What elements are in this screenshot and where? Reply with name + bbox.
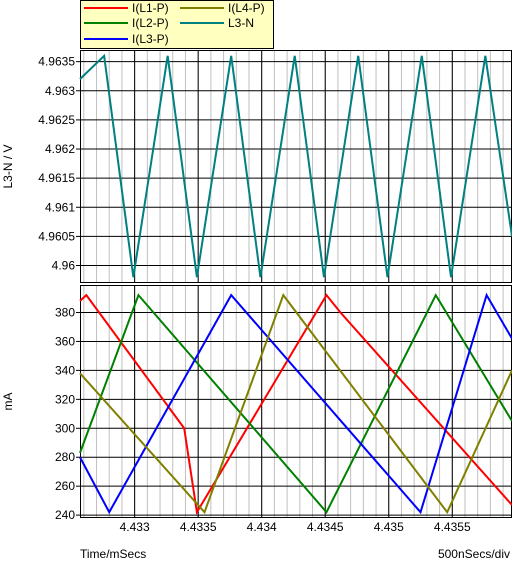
legend-label: I(L1-P) (132, 1, 169, 15)
legend-label: L3-N (228, 16, 254, 30)
y-tick-label: 240 (55, 508, 75, 522)
y-tick-label: 4.9635 (38, 55, 75, 69)
series-line-i-l1-p (79, 293, 512, 516)
voltage-plot: 4.96 4.9605 4.961 4.9615 4.962 4.9625 4.963 4.9… (1, 50, 512, 283)
y-tick-label: 4.963 (45, 84, 75, 98)
legend: I(L1-P) I(L4-P) I(L2-P) L3-N I(L3-P) (80, 0, 274, 49)
time-scale-label: 500nSecs/div (437, 547, 510, 561)
x-tick-label: 4.434 (247, 520, 277, 534)
series-line-l3-n (79, 53, 512, 278)
x-tick-label: 4.433 (120, 520, 150, 534)
y-tick-label: 300 (55, 421, 75, 435)
legend-label: I(L2-P) (132, 16, 169, 30)
y-tick-label: 4.962 (45, 142, 75, 156)
x-tick-label: 4.4335 (180, 520, 217, 534)
plot-frame (80, 285, 512, 518)
legend-label: I(L4-P) (228, 1, 265, 15)
y-tick-label: 4.9605 (38, 229, 75, 243)
x-tick-label: 4.435 (374, 520, 404, 534)
series-line-i-l3-p (79, 292, 512, 515)
x-tick-label: 4.4345 (307, 520, 344, 534)
legend-label: I(L3-P) (132, 32, 169, 46)
y-tick-label: 340 (55, 363, 75, 377)
y-axis-label: mA (1, 393, 15, 411)
y-tick-label: 280 (55, 450, 75, 464)
x-tick-label: 4.4355 (434, 520, 471, 534)
y-tick-label: 360 (55, 334, 75, 348)
y-tick-label: 380 (55, 305, 75, 319)
y-tick-label: 320 (55, 392, 75, 406)
y-tick-label: 4.961 (45, 200, 75, 214)
y-tick-label: 260 (55, 479, 75, 493)
y-tick-label: 4.96 (52, 259, 76, 273)
time-unit-label: Time/mSecs (80, 547, 147, 561)
y-tick-label: 4.9615 (38, 171, 75, 185)
current-plot: 240 260 280 300 320 340 360 380 mA 4.433 4.4335 4.4… (1, 285, 512, 534)
series-line-i-l4-p (79, 293, 512, 515)
y-tick-label: 4.9625 (38, 113, 75, 127)
series-line-i-l2-p (79, 293, 512, 514)
y-axis-label: L3-N / V (1, 144, 15, 188)
